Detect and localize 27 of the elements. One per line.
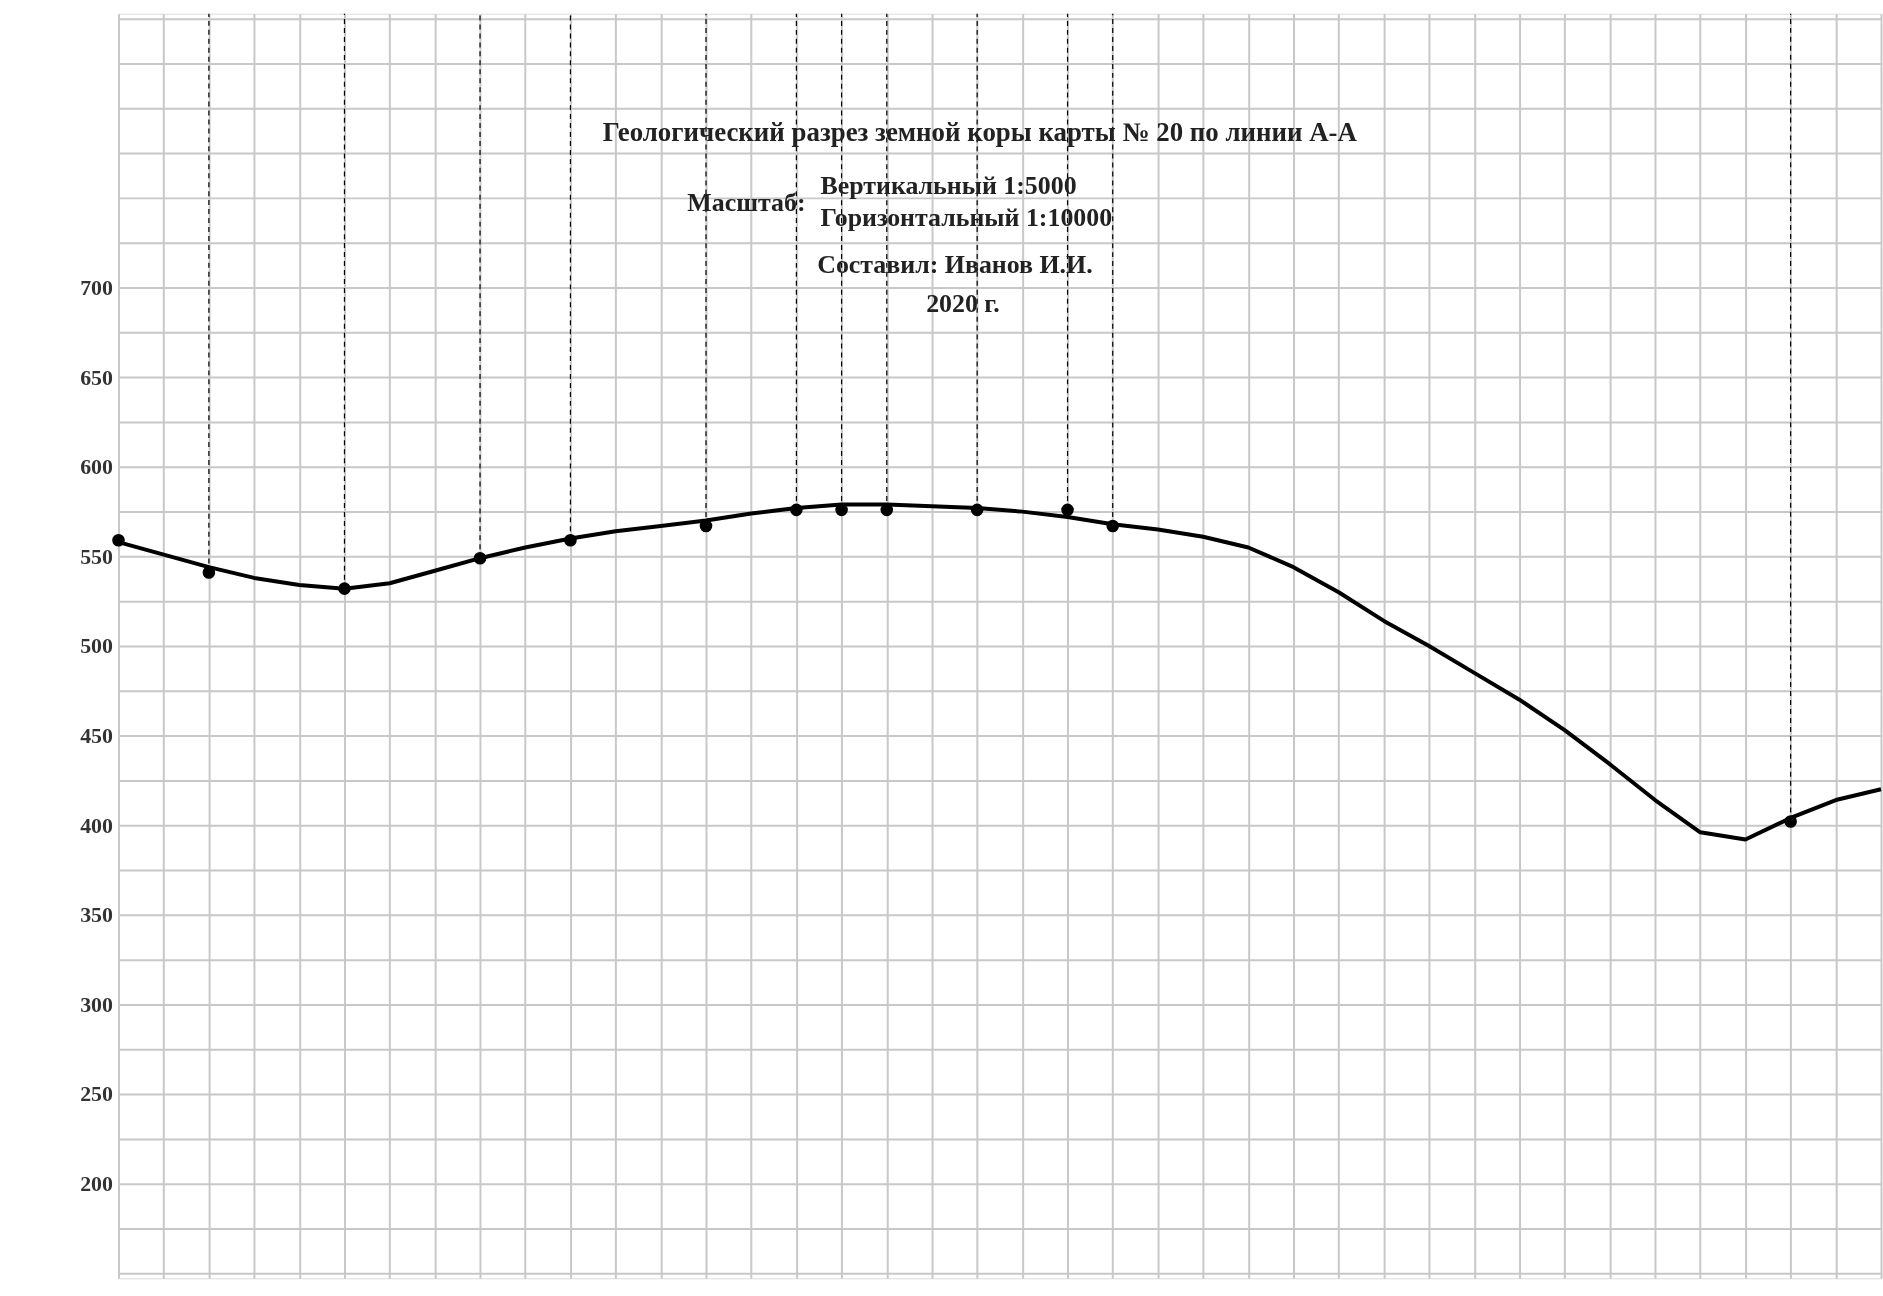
point	[338, 582, 351, 595]
point	[112, 534, 125, 547]
annotation: Вертикальный 1:5000	[820, 170, 1077, 200]
y-tick-label: 300	[80, 991, 114, 1017]
y-tick-label: 250	[80, 1081, 114, 1107]
y-tick-label: 200	[80, 1170, 114, 1196]
point	[970, 503, 984, 517]
annotation: Масштаб:	[687, 187, 806, 217]
annotation: Составил: Иванов И.И.	[817, 249, 1093, 279]
y-tick-label: 350	[80, 902, 114, 928]
point	[699, 519, 713, 533]
point	[564, 534, 577, 547]
y-tick-label: 650	[80, 364, 114, 390]
point	[202, 566, 216, 579]
annotation: Горизонтальный 1:10000	[820, 202, 1113, 232]
point	[1061, 503, 1074, 517]
y-tick-label: 500	[80, 633, 114, 659]
point	[790, 503, 803, 517]
y-tick-label: 550	[80, 543, 114, 569]
point	[1106, 519, 1120, 533]
y-tick-label: 450	[80, 723, 114, 749]
y-tick-label: 400	[80, 812, 114, 838]
point	[1784, 815, 1797, 828]
annotation: 2020 г.	[926, 289, 1000, 319]
y-tick-label: 600	[80, 454, 114, 480]
y-tick-label: 700	[80, 275, 114, 301]
point	[473, 551, 487, 565]
